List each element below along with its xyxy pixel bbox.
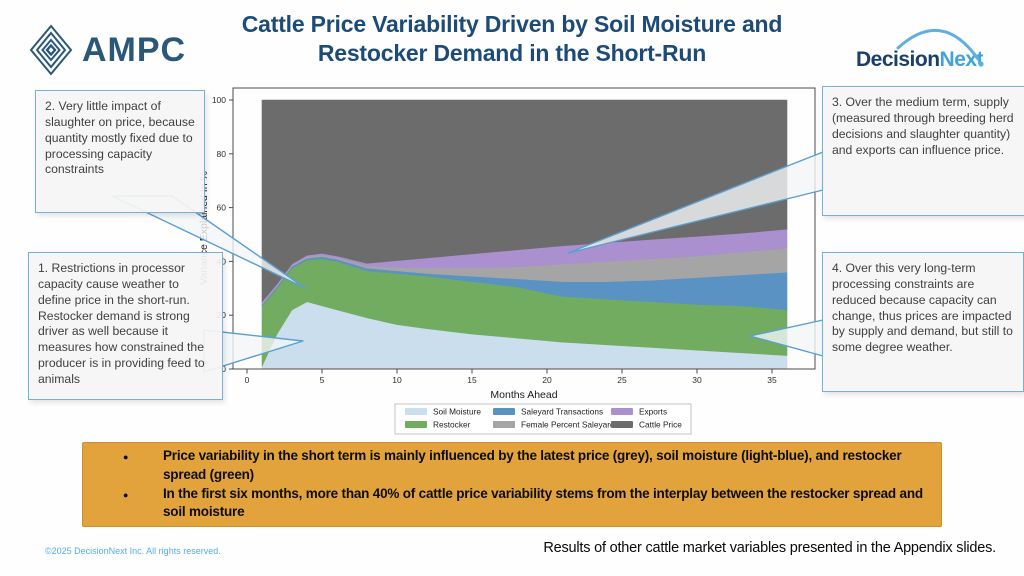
- ampc-logo: AMPC: [28, 24, 186, 76]
- annotation-box-3: 3. Over the medium term, supply (measure…: [822, 86, 1024, 216]
- decisionnext-logo: DecisionNext: [842, 16, 1012, 78]
- svg-text:15: 15: [467, 375, 477, 385]
- ampc-diamond-icon: [29, 24, 73, 76]
- summary-callout-box: ● Price variability in the short term is …: [82, 442, 942, 527]
- summary-bullet: ● In the first six months, more than 40% …: [123, 485, 923, 520]
- svg-text:80: 80: [217, 149, 227, 159]
- svg-text:30: 30: [692, 375, 702, 385]
- svg-text:Months Ahead: Months Ahead: [490, 389, 557, 401]
- svg-text:Restocker: Restocker: [433, 420, 471, 430]
- svg-text:10: 10: [392, 375, 402, 385]
- title-line-1: Cattle Price Variability Driven by Soil …: [241, 11, 783, 37]
- svg-text:5: 5: [320, 375, 325, 385]
- svg-text:Female Percent Saleyard: Female Percent Saleyard: [521, 420, 615, 430]
- variance-stacked-area-chart: 02040608010005101520253035Months AheadVa…: [198, 87, 816, 435]
- summary-bullet: ● Price variability in the short term is …: [123, 447, 902, 482]
- annotation-box-2: 2. Very little impact of slaughter on pr…: [35, 90, 205, 213]
- svg-text:100: 100: [212, 95, 226, 105]
- svg-text:Soil Moisture: Soil Moisture: [433, 407, 481, 417]
- svg-text:60: 60: [217, 203, 227, 213]
- annotation-box-1: 1. Restrictions in processor capacity ca…: [28, 252, 223, 400]
- annotation-box-4: 4. Over this very long-term processing c…: [822, 252, 1024, 392]
- svg-text:0: 0: [245, 375, 250, 385]
- svg-text:25: 25: [617, 375, 627, 385]
- bullet-icon: ●: [123, 451, 129, 462]
- summary-bullet-list: ● Price variability in the short term is …: [83, 443, 941, 527]
- svg-text:Exports: Exports: [639, 407, 667, 417]
- ampc-logo-text: AMPC: [82, 30, 187, 69]
- appendix-note: Results of other cattle market variables…: [543, 540, 996, 556]
- page-title: Cattle Price Variability Driven by Soil …: [215, 10, 809, 68]
- bullet-icon: ●: [123, 489, 129, 500]
- svg-text:Cattle Price: Cattle Price: [639, 420, 682, 430]
- decisionnext-word-decision: Decision: [856, 48, 940, 71]
- copyright-text: ©2025 DecisionNext Inc. All rights reser…: [45, 546, 221, 556]
- svg-text:Saleyard Transactions: Saleyard Transactions: [521, 407, 603, 417]
- decisionnext-arc-icon: [896, 28, 984, 67]
- svg-text:20: 20: [542, 375, 552, 385]
- title-line-2: Restocker Demand in the Short-Run: [317, 39, 707, 66]
- svg-text:35: 35: [767, 375, 777, 385]
